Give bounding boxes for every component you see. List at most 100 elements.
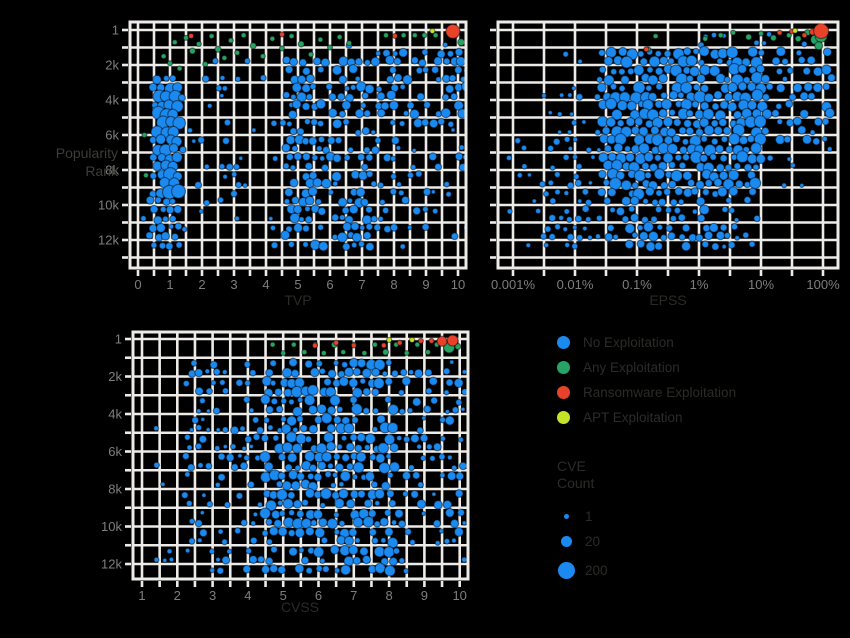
data-point <box>668 90 679 100</box>
data-point <box>433 162 443 172</box>
x-tick-label: 9 <box>421 588 428 603</box>
data-point <box>373 223 382 232</box>
red-data-point <box>445 23 461 39</box>
data-point <box>334 462 345 473</box>
data-point <box>658 108 668 119</box>
data-point <box>389 119 396 126</box>
data-point <box>294 464 302 472</box>
data-point <box>399 368 408 377</box>
data-point <box>266 538 274 546</box>
data-point <box>259 507 272 520</box>
data-point <box>153 556 160 563</box>
data-point <box>594 233 602 240</box>
data-point <box>596 76 604 84</box>
data-point <box>737 63 748 74</box>
data-point <box>287 240 296 249</box>
data-point <box>280 229 291 241</box>
data-point <box>386 421 399 434</box>
data-point <box>727 240 736 250</box>
data-point <box>450 127 456 133</box>
plot-border-tvp <box>128 20 468 270</box>
data-point <box>183 433 191 441</box>
data-point <box>695 180 705 190</box>
data-point <box>158 241 167 250</box>
green-data-point <box>166 60 174 67</box>
data-point <box>430 65 440 74</box>
data-point <box>174 222 183 231</box>
data-point <box>385 358 393 367</box>
data-point <box>431 491 437 497</box>
data-point <box>336 443 343 451</box>
data-point <box>704 178 713 188</box>
x-tick-label: 9 <box>422 277 429 292</box>
data-point <box>393 57 402 66</box>
data-point <box>165 241 174 251</box>
data-point <box>363 59 372 67</box>
data-point <box>292 499 303 509</box>
data-point <box>334 136 343 145</box>
data-point <box>699 204 710 216</box>
x-tick-label: 8 <box>385 588 392 603</box>
data-point <box>360 197 370 207</box>
data-point <box>376 91 386 101</box>
data-point <box>289 177 299 188</box>
data-point <box>631 181 639 190</box>
data-point <box>365 222 374 231</box>
data-point <box>348 204 359 215</box>
data-points-tvp <box>140 23 466 252</box>
x-tick-label: 0.01% <box>557 277 594 292</box>
data-point <box>575 234 584 242</box>
data-point <box>703 230 714 241</box>
data-point <box>308 171 318 181</box>
data-point <box>290 368 300 378</box>
data-point <box>244 379 252 387</box>
data-point <box>563 190 570 197</box>
red-data-point <box>380 342 387 349</box>
data-point <box>538 180 546 188</box>
data-point <box>647 74 659 86</box>
data-point <box>439 435 447 442</box>
data-point <box>261 529 269 537</box>
data-point <box>326 423 336 434</box>
data-point <box>389 461 401 473</box>
data-point <box>354 537 361 544</box>
data-point <box>625 116 636 127</box>
data-point <box>637 50 645 58</box>
plot-border-cvss <box>131 330 470 581</box>
data-point <box>289 57 299 67</box>
data-point <box>362 407 371 415</box>
data-point <box>354 108 365 119</box>
data-point <box>711 242 720 251</box>
data-point <box>356 432 367 443</box>
data-point <box>458 461 468 471</box>
data-point <box>248 443 254 450</box>
data-point <box>709 153 717 161</box>
data-point <box>332 180 339 187</box>
data-point <box>194 519 203 528</box>
data-point <box>606 224 615 232</box>
data-point <box>806 55 816 65</box>
data-point <box>212 367 221 376</box>
x-tick-label: 0.1% <box>622 277 652 292</box>
data-point <box>726 101 738 112</box>
data-point <box>623 145 632 153</box>
data-point <box>365 205 374 214</box>
data-point <box>390 519 398 526</box>
legend-item-no-exploitation: No Exploitation <box>557 330 736 355</box>
data-point <box>647 230 659 242</box>
data-point <box>280 423 292 435</box>
data-point <box>309 82 317 91</box>
data-point <box>304 526 315 537</box>
data-point <box>638 142 651 155</box>
data-point <box>290 195 300 205</box>
data-point <box>621 215 630 224</box>
data-point <box>645 84 653 92</box>
data-point <box>812 137 821 146</box>
x-tick-label: 5 <box>294 277 301 292</box>
data-point <box>168 143 179 154</box>
data-point <box>286 452 298 464</box>
data-point <box>185 499 193 508</box>
data-point <box>362 515 375 528</box>
yellow_green-data-point <box>791 27 799 34</box>
data-point <box>399 243 406 250</box>
